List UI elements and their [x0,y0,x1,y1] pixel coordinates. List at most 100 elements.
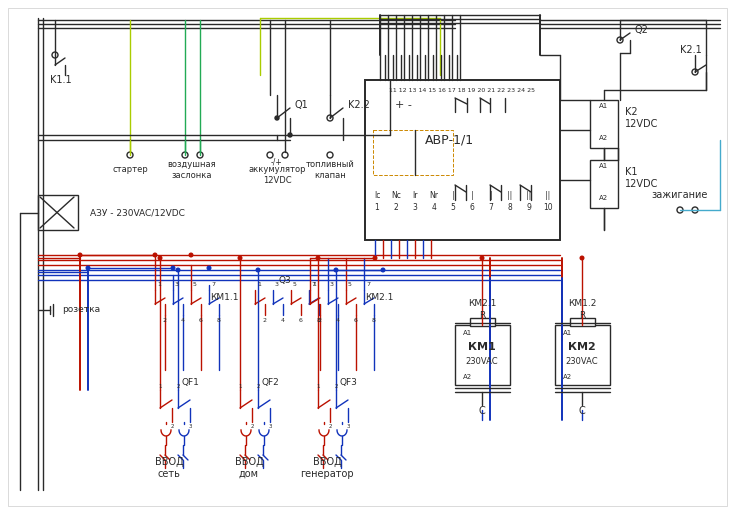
Text: Q2: Q2 [635,25,649,35]
Circle shape [158,256,162,260]
Text: ||: || [507,191,512,199]
Text: 1: 1 [312,283,316,287]
Bar [365,80,560,240]
Text: 230VAC: 230VAC [466,357,498,365]
Circle shape [373,256,377,260]
Text: A2: A2 [600,135,609,141]
Text: Ic: Ic [374,191,380,199]
Text: 8: 8 [217,318,221,322]
Text: 4: 4 [336,318,340,322]
Text: КМ2.1: КМ2.1 [365,293,393,303]
Bar [455,325,510,385]
Text: 3: 3 [275,283,279,287]
Text: Nr: Nr [429,191,439,199]
Text: 4: 4 [281,318,285,322]
Text: A1: A1 [599,163,609,169]
Text: 3: 3 [412,204,417,212]
Bar [570,318,595,326]
Circle shape [171,266,175,270]
Text: ВВОД
генератор: ВВОД генератор [300,457,354,479]
Text: 7: 7 [311,283,315,287]
Text: 1: 1 [158,383,162,389]
Text: 5: 5 [451,204,456,212]
Circle shape [480,256,484,260]
Text: КМ1.1: КМ1.1 [210,293,238,303]
Text: 7: 7 [489,204,493,212]
Text: A1: A1 [599,103,609,109]
Text: K1
12VDC: K1 12VDC [625,167,659,189]
Text: A2: A2 [600,195,609,201]
Text: A2: A2 [463,374,472,380]
Text: 2: 2 [263,318,267,322]
Text: K2.2: K2.2 [348,100,370,110]
Text: ||: || [545,191,551,199]
Text: 7: 7 [366,283,370,287]
Text: 6: 6 [199,318,203,322]
Text: K1.1: K1.1 [50,75,71,85]
Circle shape [176,268,180,272]
Text: розетка: розетка [62,305,100,315]
Text: 3: 3 [346,425,350,430]
Text: 6: 6 [354,318,358,322]
Text: воздушная
заслонка: воздушная заслонка [168,160,216,180]
Text: + -: + - [395,100,412,110]
Text: ||: || [526,191,531,199]
Text: 2: 2 [394,204,398,212]
Text: 2: 2 [334,383,338,389]
Text: АЗУ - 230VAC/12VDC: АЗУ - 230VAC/12VDC [90,209,185,217]
Text: R: R [479,310,485,320]
Text: Q1: Q1 [295,100,309,110]
Circle shape [238,256,242,260]
Text: 1: 1 [238,383,242,389]
Text: K2
12VDC: K2 12VDC [625,107,659,129]
Text: топливный
клапан: топливный клапан [306,160,354,180]
Text: КМ2: КМ2 [568,342,596,352]
Text: АВР-1/1: АВР-1/1 [425,134,474,146]
Text: ВВОД
сеть: ВВОД сеть [154,457,183,479]
Text: 3: 3 [330,283,334,287]
Text: 8: 8 [372,318,376,322]
Text: КМ2.1: КМ2.1 [467,299,496,307]
Circle shape [189,253,193,257]
Text: 2: 2 [257,383,259,389]
Text: 5: 5 [193,283,197,287]
Text: 6: 6 [470,204,474,212]
Text: QF2: QF2 [262,377,280,387]
Bar [590,160,618,208]
Text: C: C [478,406,485,416]
Text: 2: 2 [163,318,167,322]
Circle shape [316,256,320,260]
Text: A1: A1 [563,330,573,336]
Text: 9: 9 [526,204,531,212]
Bar [38,195,78,230]
Text: 230VAC: 230VAC [566,357,598,365]
Text: 2: 2 [329,425,331,430]
Circle shape [86,266,90,270]
Text: 1: 1 [257,283,261,287]
Text: |: | [490,191,492,199]
Text: 7: 7 [211,283,215,287]
Text: 4: 4 [431,204,437,212]
Bar [373,130,453,175]
Bar [590,100,618,148]
Text: A2: A2 [563,374,572,380]
Text: КМ1: КМ1 [468,342,496,352]
Circle shape [275,116,279,120]
Circle shape [334,268,338,272]
Text: |: | [452,191,454,199]
Text: 1: 1 [375,204,379,212]
Text: 2: 2 [176,383,180,389]
Text: аккумулятор
12VDC: аккумулятор 12VDC [248,166,306,185]
Text: Q3: Q3 [279,276,291,285]
Text: 10: 10 [543,204,553,212]
Circle shape [288,133,292,137]
Text: 3: 3 [175,283,179,287]
Text: 5: 5 [293,283,297,287]
Text: 3: 3 [268,425,272,430]
Text: QF3: QF3 [340,377,358,387]
Text: Nc: Nc [391,191,401,199]
Text: 8: 8 [317,318,321,322]
Text: 6: 6 [299,318,303,322]
Text: 4: 4 [181,318,185,322]
Circle shape [153,253,157,257]
